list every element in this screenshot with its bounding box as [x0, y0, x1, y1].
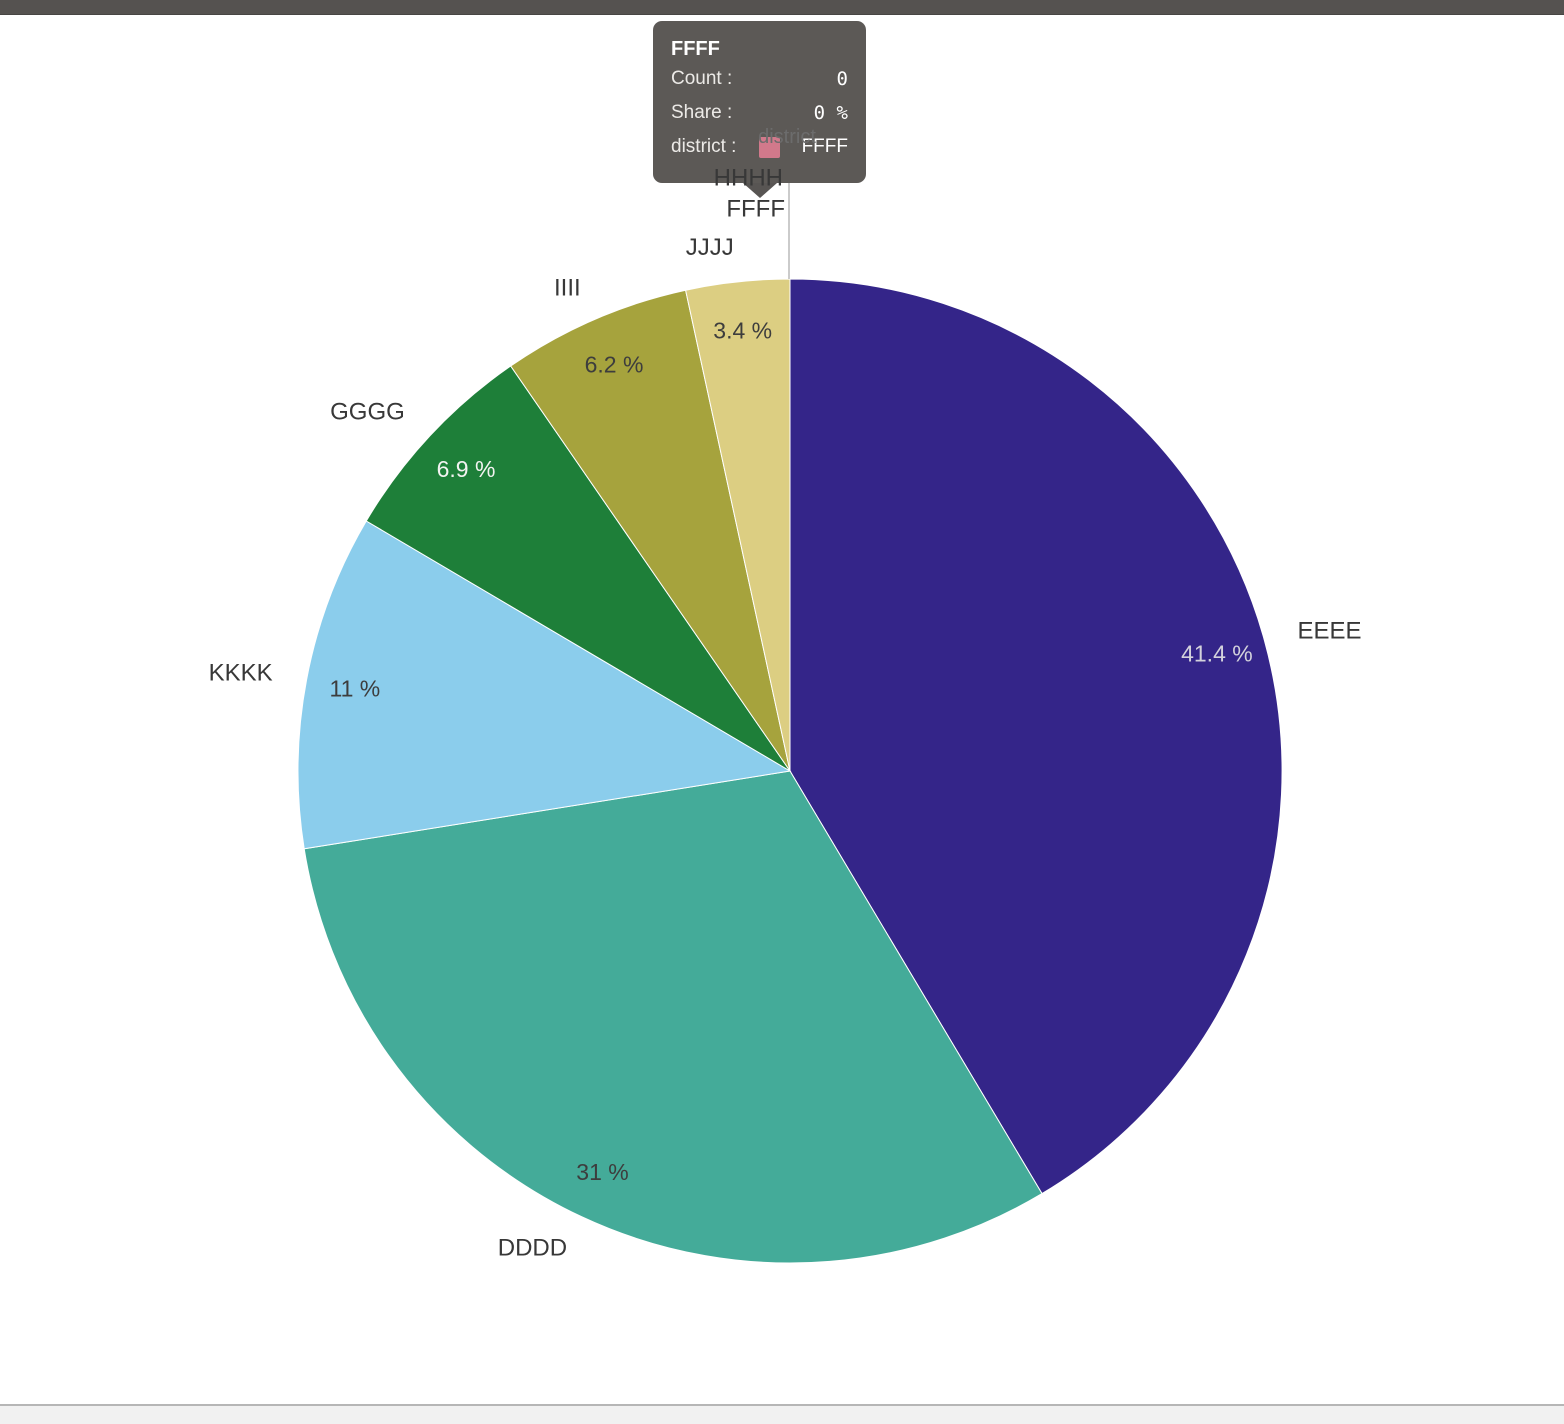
- pct-label-IIII: 6.2 %: [585, 352, 644, 378]
- category-label-GGGG: GGGG: [330, 399, 405, 426]
- pie-slice-EEEE[interactable]: [789, 278, 1283, 1195]
- pie-slice-KKKK[interactable]: [297, 520, 792, 850]
- tooltip-share-value: 0 %: [813, 102, 848, 124]
- category-label-HHHH: HHHH: [714, 165, 783, 192]
- tooltip-count-label: Count :: [671, 68, 733, 89]
- tooltip-arrow-icon: [742, 183, 777, 198]
- tooltip: FFFF Count : 0 Share : 0 % district : FF…: [653, 21, 866, 198]
- category-label-DDDD: DDDD: [498, 1234, 567, 1261]
- tooltip-row-count: Count : 0: [671, 62, 848, 96]
- tooltip-district-value: FFFF: [801, 136, 848, 157]
- pie-slice-JJJJ[interactable]: [685, 278, 791, 772]
- category-label-KKKK: KKKK: [209, 660, 273, 687]
- chart-title: district: [758, 126, 816, 148]
- tooltip-count-value: 0: [836, 68, 848, 90]
- category-label-IIII: IIII: [554, 274, 581, 301]
- tooltip-row-share: Share : 0 %: [671, 96, 848, 130]
- category-label-JJJJ: JJJJ: [686, 234, 734, 261]
- pct-label-JJJJ: 3.4 %: [713, 318, 772, 344]
- tooltip-title: FFFF: [671, 38, 720, 60]
- tooltip-district-label: district :: [671, 136, 737, 157]
- category-label-EEEE: EEEE: [1298, 618, 1362, 645]
- tooltip-share-label: Share :: [671, 102, 733, 123]
- pct-label-DDDD: 31 %: [576, 1159, 628, 1185]
- pct-label-EEEE: 41.4 %: [1181, 640, 1253, 666]
- pie-slice-DDDD[interactable]: [303, 770, 1043, 1264]
- pie-slice-IIII[interactable]: [510, 289, 791, 772]
- top-bar: [0, 0, 1564, 15]
- category-label-FFFF: FFFF: [726, 196, 785, 223]
- pct-label-KKKK: 11 %: [330, 676, 381, 702]
- tooltip-row-district: district : FFFF: [671, 130, 848, 164]
- pct-label-GGGG: 6.9 %: [437, 456, 496, 482]
- pie-slice-GGGG[interactable]: [365, 365, 791, 772]
- tooltip-swatch: [758, 136, 780, 158]
- bottom-strip: [0, 1404, 1564, 1424]
